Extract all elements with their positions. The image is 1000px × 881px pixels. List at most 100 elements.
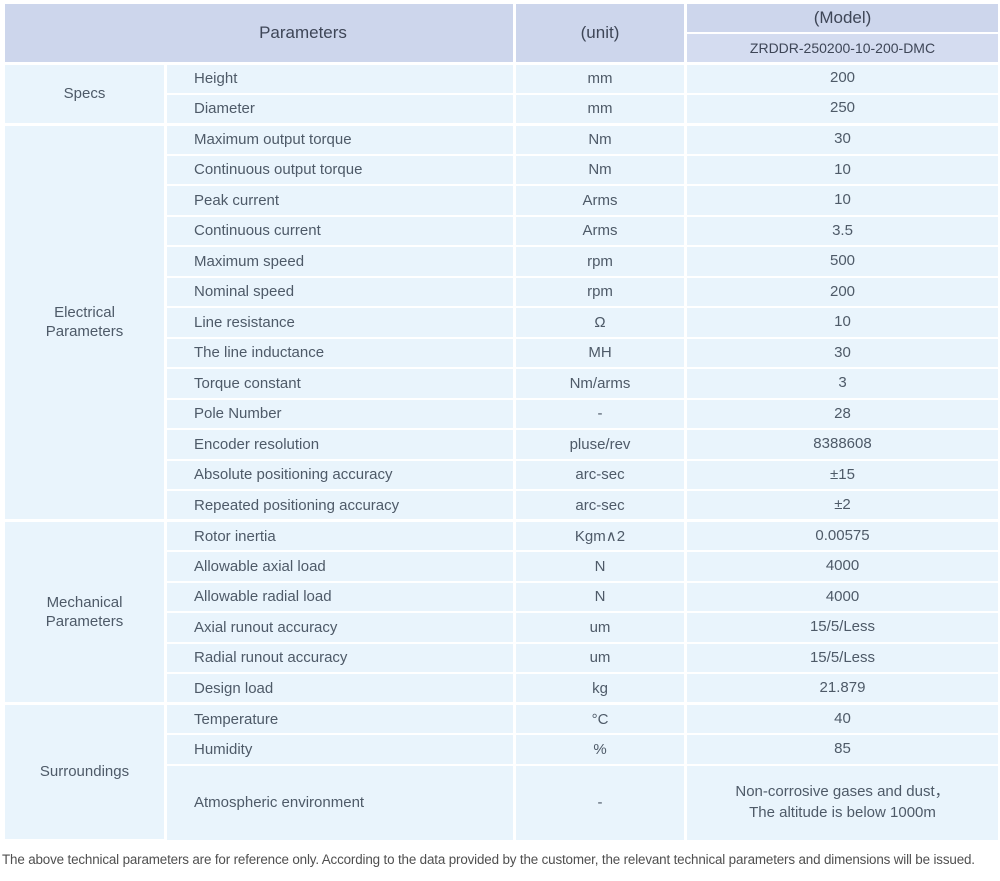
group-0: Specs Height mm 200 Diameter mm 250 [2,62,1000,126]
table-row: The line inductance MH 30 [4,336,1000,369]
param-name: The line inductance [164,336,516,369]
footnote: The above technical parameters are for r… [2,852,975,867]
param-value: ±15 [684,458,1000,491]
table-row: Humidity% 85 [4,733,1000,766]
param-name: Line resistance [164,306,516,339]
param-value: 3.5 [684,214,1000,247]
header-model-value: ZRDDR-250200-10-200-DMC [684,32,1000,64]
param-value: 30 [684,336,1000,369]
param-value: ±2 [684,489,1000,522]
param-value: 250 [684,92,1000,125]
param-unit: - [513,763,687,842]
param-unit: rpm [513,275,687,308]
param-value: 21.879 [684,672,1000,705]
group-3: Surroundings Temperature °C 40 Humidity% 85 At… [2,702,1000,842]
group-label: Surroundings [2,702,167,842]
param-unit: N [513,550,687,583]
table-row: Surroundings Temperature °C 40 [2,702,1000,842]
param-name: Allowable radial load [164,580,516,613]
param-value: 85 [684,733,1000,766]
param-name: Maximum output torque [164,123,516,156]
param-unit: kg [513,672,687,705]
table-row: Radial runout accuracy um 15/5/Less [4,641,1000,674]
param-name: Allowable axial load [164,550,516,583]
param-value: Non-corrosive gases and dust， The altitu… [684,763,1000,842]
param-value: 3 [684,367,1000,400]
param-unit: mm [513,62,687,95]
param-unit: Nm/arms [513,367,687,400]
param-value: 10 [684,153,1000,186]
table-row: Mechanical Parameters Rotor inertia Kgm∧2 0… [2,519,1000,705]
param-value: 40 [684,702,1000,735]
param-name: Pole Number [164,397,516,430]
param-name: Maximum speed [164,245,516,278]
table-row: Atmospheric environment - Non-corrosive ga… [4,763,1000,842]
param-name: Encoder resolution [164,428,516,461]
group-label: Mechanical Parameters [2,519,167,705]
param-value: 200 [684,62,1000,95]
param-name: Humidity [164,733,516,766]
param-unit: arc-sec [513,458,687,491]
param-name: Nominal speed [164,275,516,308]
header-model: (Model) [684,2,1000,34]
param-name: Continuous current [164,214,516,247]
param-name: Design load [164,672,516,705]
table-row: Torque constant Nm/arms 3 [4,367,1000,400]
group-2: Mechanical Parameters Rotor inertia Kgm∧2 0… [2,519,1000,705]
param-value: 15/5/Less [684,611,1000,644]
param-unit: % [513,733,687,766]
param-unit: Arms [513,214,687,247]
param-value: 10 [684,306,1000,339]
param-unit: Kgm∧2 [513,519,687,552]
table-row: Peak current Arms 10 [4,184,1000,217]
group-1: Electrical Parameters Maximum output torq… [2,123,1000,522]
param-unit: N [513,580,687,613]
table-row: Absolute positioning accuracy arc-sec ±15 [4,458,1000,491]
spec-table: Parameters (unit) (Model) ZRDDR-250200-1… [2,2,1000,842]
table-row: Specs Height mm 200 [2,62,1000,126]
table-row: Allowable radial load N 4000 [4,580,1000,613]
param-name: Diameter [164,92,516,125]
param-unit: um [513,641,687,674]
param-unit: um [513,611,687,644]
header-parameters: Parameters [2,2,516,64]
group-label: Electrical Parameters [2,123,167,522]
param-value: 10 [684,184,1000,217]
param-name: Continuous output torque [164,153,516,186]
param-value: 0.00575 [684,519,1000,552]
table-row: Maximum speed rpm 500 [4,245,1000,278]
param-unit: arc-sec [513,489,687,522]
param-value: 8388608 [684,428,1000,461]
param-name: Peak current [164,184,516,217]
table-header: Parameters (unit) (Model) ZRDDR-250200-1… [2,2,1000,64]
param-value: 200 [684,275,1000,308]
param-value: 28 [684,397,1000,430]
table-row: Repeated positioning accuracy arc-sec ±2 [4,489,1000,522]
table-row: Line resistance Ω 10 [4,306,1000,339]
param-name: Torque constant [164,367,516,400]
param-value: 30 [684,123,1000,156]
table-row: Design load kg 21.879 [4,672,1000,705]
param-unit: Nm [513,153,687,186]
param-unit: pluse/rev [513,428,687,461]
param-unit: °C [513,702,687,735]
param-value: 4000 [684,580,1000,613]
table-row: Continuous current Arms 3.5 [4,214,1000,247]
param-unit: Ω [513,306,687,339]
param-unit: MH [513,336,687,369]
param-value: 500 [684,245,1000,278]
table-row: Continuous output torque Nm 10 [4,153,1000,186]
param-unit: mm [513,92,687,125]
param-name: Repeated positioning accuracy [164,489,516,522]
param-unit: Arms [513,184,687,217]
param-name: Axial runout accuracy [164,611,516,644]
param-name: Temperature [164,702,516,735]
param-name: Atmospheric environment [164,763,516,842]
param-unit: rpm [513,245,687,278]
param-name: Radial runout accuracy [164,641,516,674]
table-row: Electrical Parameters Maximum output torq… [2,123,1000,522]
param-value: 4000 [684,550,1000,583]
header-unit: (unit) [513,2,687,64]
table-row: Axial runout accuracy um 15/5/Less [4,611,1000,644]
